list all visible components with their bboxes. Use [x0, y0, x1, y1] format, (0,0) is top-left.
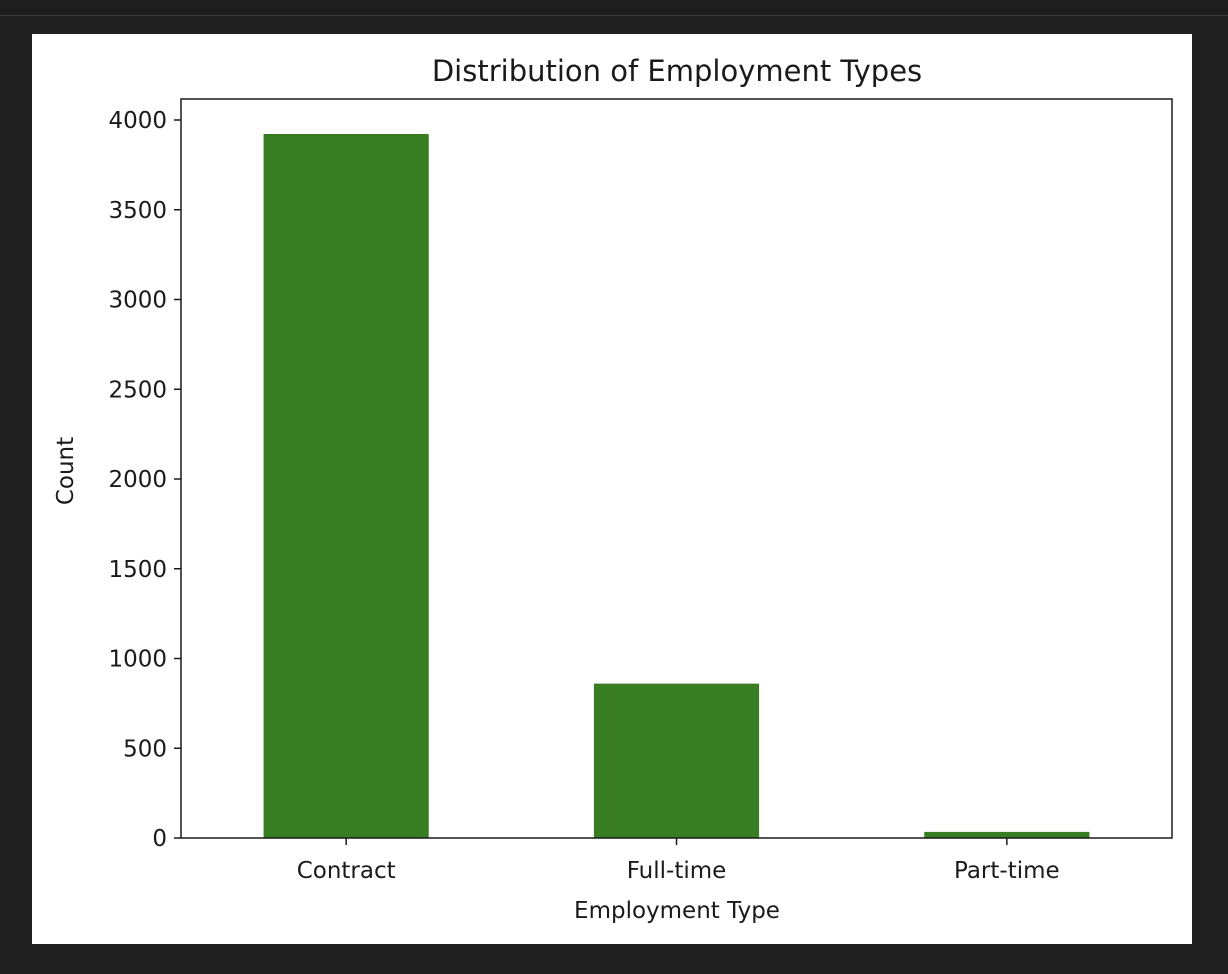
x-tick-label: Contract: [297, 858, 396, 884]
x-axis-label: Employment Type: [574, 898, 780, 924]
plot-frame: [180, 98, 1173, 839]
y-tick-label: 2000: [108, 467, 167, 493]
x-tick-label: Part-time: [954, 858, 1060, 884]
y-tick-label: 2500: [108, 377, 167, 403]
chart-figure: Distribution of Employment Types 0 500 100…: [32, 34, 1192, 944]
bar-part-time: [924, 831, 1090, 838]
bar-contract: [263, 134, 429, 839]
x-tick-label: Full-time: [627, 858, 727, 884]
y-tick-label: 1000: [108, 647, 167, 673]
y-axis-label: Count: [53, 437, 79, 505]
y-tick-label: 500: [123, 736, 167, 762]
y-tick-label: 0: [152, 826, 167, 852]
chart-title: Distribution of Employment Types: [432, 54, 922, 88]
y-tick-label: 3500: [108, 198, 167, 224]
y-tick-label: 1500: [108, 557, 167, 583]
bars-layer: [263, 134, 1090, 839]
bar-full-time: [593, 683, 760, 838]
y-tick-label: 4000: [108, 108, 167, 134]
y-tick-label: 3000: [108, 288, 167, 314]
y-axis-ticks: 0 500 1000 1500 2000 2500 3000 3500 4000: [108, 108, 181, 852]
window-top-strip: [0, 0, 1228, 16]
bar-chart: Distribution of Employment Types 0 500 100…: [53, 54, 1173, 924]
x-axis-ticks: Contract Full-time Part-time: [297, 838, 1060, 884]
